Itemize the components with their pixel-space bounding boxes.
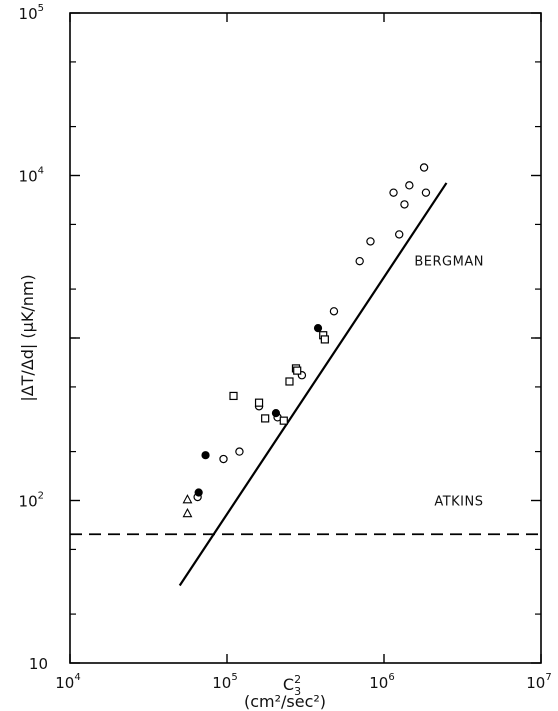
x-tick-label: 104 [55, 672, 80, 692]
data-point-filled-circle [271, 409, 281, 418]
bergman-line [178, 182, 448, 587]
lines [70, 182, 541, 587]
y-axis-label: |ΔT/Δd| (μK/nm) [18, 274, 37, 401]
data-point-open-circle [421, 188, 431, 197]
x-tick-label: 105 [212, 672, 237, 692]
points [182, 163, 431, 518]
x-axis-label-sub: 3 [294, 685, 301, 698]
data-point-open-square [279, 416, 288, 425]
data-point-filled-circle [201, 451, 210, 460]
data-point-open-triangle [182, 507, 193, 518]
x-axis-label-letter: C [283, 675, 294, 694]
data-point-open-square [229, 391, 238, 401]
x-tick-label: 106 [369, 672, 394, 692]
y-tick-label: 105 [19, 3, 44, 23]
data-point-open-square [254, 398, 264, 407]
x-axis-label-sup: 2 [294, 673, 301, 686]
data-point-open-circle [389, 188, 398, 197]
data-point-open-triangle [182, 494, 193, 504]
data-point-open-square [320, 335, 329, 344]
annotations: BERGMAN ATKINS [414, 254, 484, 510]
data-point-open-circle [395, 230, 404, 239]
plot-frame [69, 12, 542, 664]
x-axis-label-main: C2 3 [283, 673, 301, 698]
annotation-bergman: BERGMAN [414, 254, 484, 269]
data-point-open-square [293, 366, 302, 375]
data-point-open-circle [405, 181, 414, 190]
data-point-open-circle [366, 237, 375, 246]
data-point-filled-circle [313, 324, 323, 333]
data-point-open-circle [219, 454, 228, 464]
y-tick-label: 102 [19, 491, 44, 511]
data-point-open-square [285, 377, 294, 386]
x-tick-label: 107 [526, 672, 551, 692]
tick-labels: 104 105 106 107 10 102 104 105 [19, 3, 552, 692]
data-point-open-circle [235, 447, 244, 456]
y-tick-label: 104 [19, 166, 44, 186]
data-point-open-circle [419, 163, 429, 172]
data-point-filled-circle [194, 488, 203, 497]
x-axis-label-units: (cm²/sec²) [244, 692, 326, 711]
data-point-open-circle [400, 200, 409, 209]
annotation-atkins: ATKINS [434, 495, 483, 510]
data-point-open-square [261, 414, 270, 423]
y-tick-label: 10 [29, 655, 48, 673]
data-point-open-circle [329, 307, 339, 316]
data-point-open-circle [355, 256, 364, 266]
ticks [69, 12, 542, 664]
